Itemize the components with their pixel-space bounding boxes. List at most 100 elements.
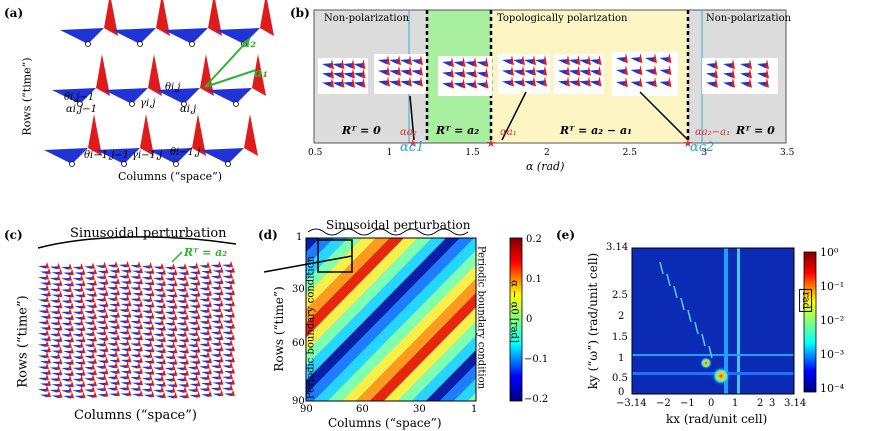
red-facet xyxy=(162,313,166,320)
red-facet xyxy=(150,390,155,398)
red-facet xyxy=(160,307,164,315)
inset-blue-facet xyxy=(513,80,524,86)
ytick-e-5: 1 xyxy=(618,353,625,364)
red-facet xyxy=(183,375,187,382)
red-facet xyxy=(91,318,95,325)
red-facet xyxy=(208,334,212,341)
red-facet xyxy=(148,262,153,269)
red-facet xyxy=(58,313,63,320)
angle-label-alpha-ij: αi,j xyxy=(180,104,197,115)
red-facet xyxy=(162,391,166,399)
red-facet xyxy=(173,380,178,388)
red-facet xyxy=(194,340,199,348)
inset-red-facet xyxy=(397,55,401,65)
right-boundary-label: Periodic boundary condition xyxy=(475,245,487,390)
red-facet xyxy=(116,266,120,274)
xtick-b: 2 xyxy=(544,148,550,158)
red-facet xyxy=(150,357,155,364)
red-facet xyxy=(93,380,97,387)
panel-c-ylabel: Rows (“time”) xyxy=(15,295,31,388)
red-facet xyxy=(231,266,235,273)
harmonic-streak xyxy=(673,285,678,299)
red-facet xyxy=(88,114,102,156)
red-facet xyxy=(116,344,120,352)
red-facet xyxy=(47,323,51,331)
inset-blue-facet xyxy=(630,57,642,62)
red-facet xyxy=(219,300,224,307)
red-facet xyxy=(173,369,178,377)
red-facet xyxy=(196,301,201,309)
red-facet xyxy=(229,283,233,290)
red-facet xyxy=(102,351,107,358)
red-facet xyxy=(206,373,210,381)
red-facet xyxy=(150,323,155,331)
inset-blue-facet xyxy=(757,63,768,68)
red-facet xyxy=(104,289,109,297)
horizontal-line xyxy=(632,354,794,356)
red-facet xyxy=(137,350,141,358)
red-facet xyxy=(162,357,166,365)
panel-e-ylabel: ky (“ω”) (rad/unit cell) xyxy=(586,252,600,390)
red-facet xyxy=(219,322,224,330)
xtick-b: 1 xyxy=(387,148,393,158)
alpha-c2-label: αc2 xyxy=(690,140,715,155)
cbar-e-tick-1: 10⁰ xyxy=(820,246,839,259)
vector-a1-arrow xyxy=(204,69,257,88)
red-facet xyxy=(79,285,84,292)
cbar-d-tick-3: 0 xyxy=(526,314,533,325)
inset-red-facet xyxy=(543,76,547,87)
red-facet xyxy=(56,385,61,393)
red-facet xyxy=(125,350,130,357)
heatmap-stripe xyxy=(313,238,476,401)
red-facet xyxy=(47,301,51,308)
inset-red-facet xyxy=(765,59,769,69)
panel-a-xlabel: Columns (“space”) xyxy=(118,170,223,183)
inset-red-facet xyxy=(667,65,672,75)
inset-red-facet xyxy=(748,77,752,88)
red-facet xyxy=(150,379,155,387)
inset-red-facet xyxy=(653,77,657,87)
inset-red-facet xyxy=(419,76,423,87)
red-facet xyxy=(127,389,132,397)
red-facet xyxy=(58,324,63,331)
red-facet xyxy=(219,333,224,341)
red-facet xyxy=(116,311,120,318)
red-facet xyxy=(45,385,49,392)
red-facet xyxy=(183,307,187,315)
red-facet xyxy=(114,350,118,358)
red-facet xyxy=(194,385,199,393)
inset-red-facet xyxy=(653,65,657,75)
red-facet xyxy=(45,262,49,269)
inset-blue-facet xyxy=(353,63,365,68)
inset-blue-facet xyxy=(723,72,734,78)
vertex-dot xyxy=(121,161,127,167)
red-facet xyxy=(58,268,63,275)
inset-blue-facet xyxy=(659,81,671,86)
red-facet xyxy=(183,363,187,371)
red-facet xyxy=(125,339,130,346)
inset-red-facet xyxy=(461,57,466,67)
red-facet xyxy=(194,318,199,325)
red-facet xyxy=(171,319,176,326)
red-facet xyxy=(102,384,107,392)
inset-blue-facet xyxy=(630,81,642,86)
inset-red-facet xyxy=(473,57,477,67)
inset-red-facet xyxy=(461,78,466,89)
arrow-alpha-a1 xyxy=(501,91,527,141)
inset-blue-facet xyxy=(322,81,333,87)
inset-blue-facet xyxy=(353,72,365,78)
arrow-alpha-a2 xyxy=(409,95,415,141)
red-facet xyxy=(137,261,141,268)
red-facet xyxy=(183,319,187,326)
red-facet xyxy=(160,385,164,393)
red-facet xyxy=(208,379,212,386)
inset-blue-facet xyxy=(589,69,601,75)
svg-text:★: ★ xyxy=(486,137,496,150)
red-facet xyxy=(45,318,49,325)
red-facet xyxy=(104,311,109,319)
blue-facet xyxy=(96,148,140,164)
vertex-dot xyxy=(137,41,143,47)
red-facet xyxy=(183,341,187,348)
xtick-e-8: 3.14 xyxy=(784,398,807,409)
red-facet xyxy=(148,284,153,291)
